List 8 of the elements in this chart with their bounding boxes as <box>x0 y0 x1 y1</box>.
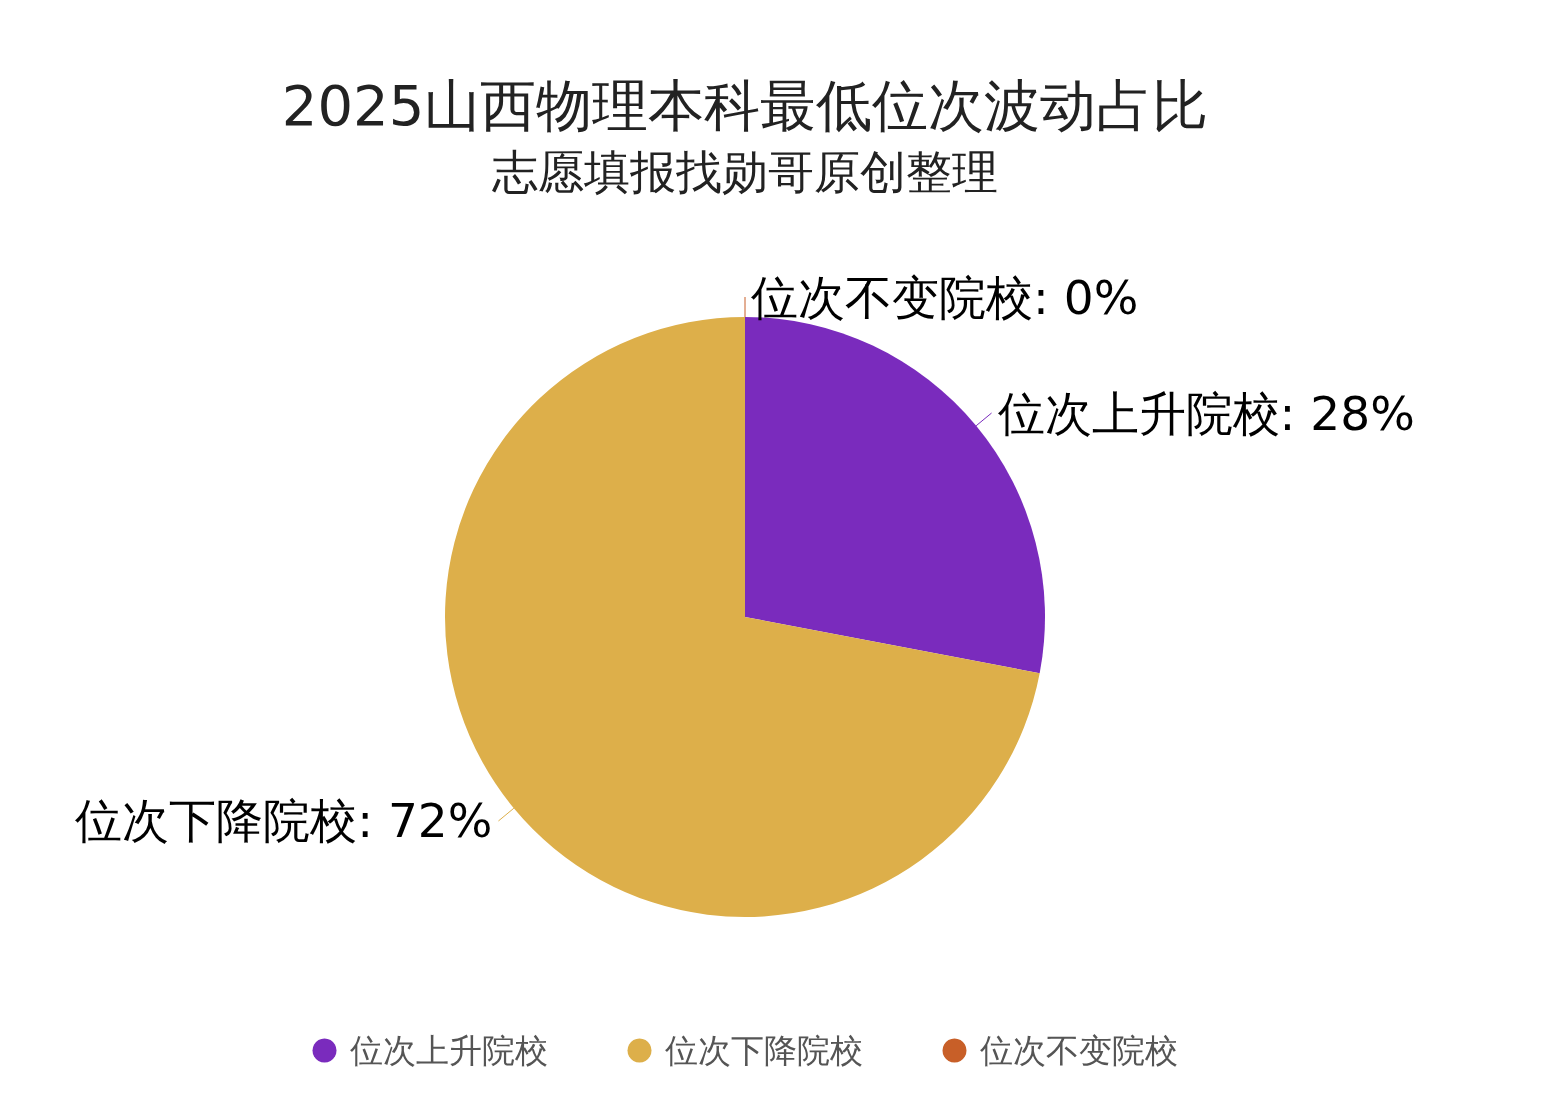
legend-label: 位次下降院校 <box>664 1031 863 1070</box>
chart-title: 2025山西物理本科最低位次波动占比 <box>281 72 1209 138</box>
legend-label: 位次不变院校 <box>979 1031 1178 1070</box>
chart-subtitle: 志愿填报找勋哥原创整理 <box>492 145 998 199</box>
data-label: 位次下降院校: 72% <box>75 793 493 849</box>
data-label: 位次上升院校: 28% <box>997 385 1415 441</box>
text: 位次不变院校: 0% <box>751 269 1139 325</box>
legend-label: 位次上升院校 <box>349 1031 548 1070</box>
